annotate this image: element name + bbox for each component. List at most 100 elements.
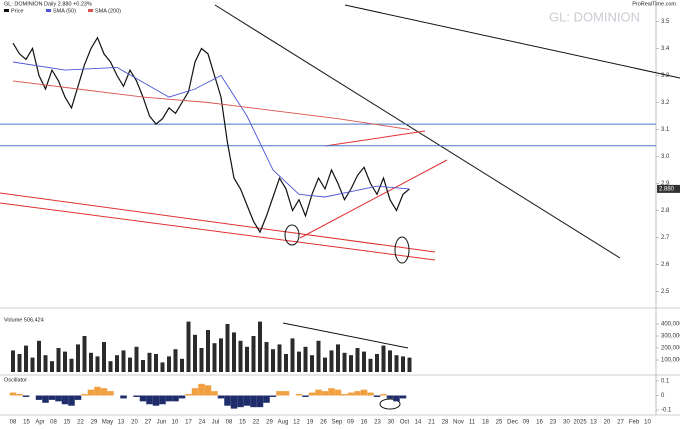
x-tick-label: 22 <box>253 420 260 426</box>
oscillator-bar <box>334 389 342 396</box>
oscillator-bar <box>321 391 329 396</box>
x-tick-label: 11 <box>469 420 476 426</box>
volume-bar <box>199 348 204 372</box>
volume-bar <box>297 351 301 372</box>
oscillator-bar <box>224 395 231 406</box>
oscillator-bar <box>120 395 127 399</box>
volume-bar <box>167 356 171 372</box>
oscillator-bar <box>107 391 114 396</box>
volume-bar <box>310 355 314 372</box>
volume-bar <box>329 350 334 372</box>
trendline <box>214 4 621 259</box>
x-tick-label: 10 <box>172 420 179 426</box>
oscillator-bar <box>386 395 394 399</box>
oscillator-bar <box>139 395 147 402</box>
volume-bar <box>141 360 145 372</box>
oscillator-bar <box>354 391 361 396</box>
volume-bar <box>342 352 347 372</box>
x-tick-label: 10 <box>644 420 651 426</box>
y-tick-label: 2.6 <box>661 262 670 268</box>
y-tick-label: 300,000 <box>661 334 680 340</box>
highlight-ellipse <box>284 224 300 246</box>
highlight-ellipse <box>379 398 401 410</box>
x-tick-label: 16 <box>361 420 368 426</box>
x-tick-label: May <box>102 420 113 426</box>
x-tick-label: 23 <box>550 420 557 426</box>
x-tick-label: 08 <box>10 420 17 426</box>
oscillator-bar <box>256 395 264 408</box>
volume-bar <box>368 358 373 372</box>
oscillator-bar <box>81 394 88 396</box>
oscillator-bar <box>295 394 303 396</box>
volume-bar <box>121 350 126 372</box>
y-tick-label: 2.5 <box>661 289 670 295</box>
volume-bar <box>407 357 412 372</box>
triangle-line <box>299 159 448 239</box>
watermark: GL: DOMINION <box>549 9 640 24</box>
oscillator-bar <box>191 388 199 396</box>
volume-bar <box>316 340 321 372</box>
oscillator-bar <box>48 395 56 400</box>
y-tick-label: -0.1 <box>661 408 672 414</box>
oscillator-bar <box>55 395 62 402</box>
y-tick-label: 3.5 <box>661 19 670 25</box>
oscillator-bar <box>61 395 69 405</box>
volume-bar <box>271 349 275 372</box>
volume-bar <box>128 357 132 372</box>
oscillator-bar <box>276 391 283 396</box>
y-tick-label: 100,000 <box>661 358 680 364</box>
x-tick-label: Feb <box>629 420 640 426</box>
oscillator-bar <box>230 395 238 409</box>
oscillator-bar <box>42 395 49 403</box>
x-tick-label: 19 <box>307 420 314 426</box>
oscillator-bar <box>22 395 30 397</box>
volume-bar <box>43 355 48 372</box>
volume-bar <box>134 346 139 372</box>
x-tick-label: 24 <box>199 420 206 426</box>
x-tick-label: 25 <box>496 420 503 426</box>
volume-bar <box>69 358 74 372</box>
source: ProRealTime.com <box>632 1 676 7</box>
x-tick-label: 23 <box>374 420 381 426</box>
x-tick-label: Sep <box>332 420 343 426</box>
x-tick-label: Jul <box>212 420 220 426</box>
y-tick-label: 200,000 <box>661 346 680 352</box>
volume-bar <box>290 338 295 372</box>
volume-bar <box>160 362 165 372</box>
y-tick-label: 0.1 <box>661 378 670 384</box>
volume-title: Volume 506,424 <box>4 317 44 323</box>
volume-bar <box>193 334 197 372</box>
volume-bar <box>284 354 288 372</box>
x-tick-label: 21 <box>428 420 435 426</box>
oscillator-bar <box>250 395 257 408</box>
volume-bar <box>206 330 210 372</box>
oscillator-bar <box>237 395 244 408</box>
volume-bar <box>219 338 223 372</box>
oscillator-bar <box>159 395 166 405</box>
volume-bar <box>24 345 28 372</box>
y-tick-label: 2.8 <box>661 208 670 214</box>
oscillator-bar <box>211 391 218 396</box>
volume-bar <box>173 349 178 372</box>
x-tick-label: 09 <box>523 420 530 426</box>
oscillator-bar <box>133 395 140 397</box>
volume-bar <box>186 321 191 372</box>
y-tick-label: 400,000 <box>661 322 680 328</box>
legend-label: SMA (200) <box>95 8 121 14</box>
volume-bar <box>17 354 22 372</box>
volume-bar <box>277 344 282 372</box>
volume-bar <box>56 348 61 372</box>
volume-bar <box>108 361 113 372</box>
volume-bar <box>76 344 80 372</box>
x-tick-label: 13 <box>590 420 597 426</box>
volume-bar <box>375 354 379 372</box>
oscillator-bar <box>74 395 82 400</box>
legend-swatch <box>46 9 51 12</box>
volume-bar <box>303 346 308 372</box>
y-tick-label: 3.2 <box>661 100 670 106</box>
x-tick-label: 29 <box>266 420 273 426</box>
volume-bar <box>388 350 392 372</box>
x-tick-label: Dec <box>507 420 518 426</box>
x-tick-label: 26 <box>320 420 327 426</box>
oscillator-bar <box>367 392 374 396</box>
